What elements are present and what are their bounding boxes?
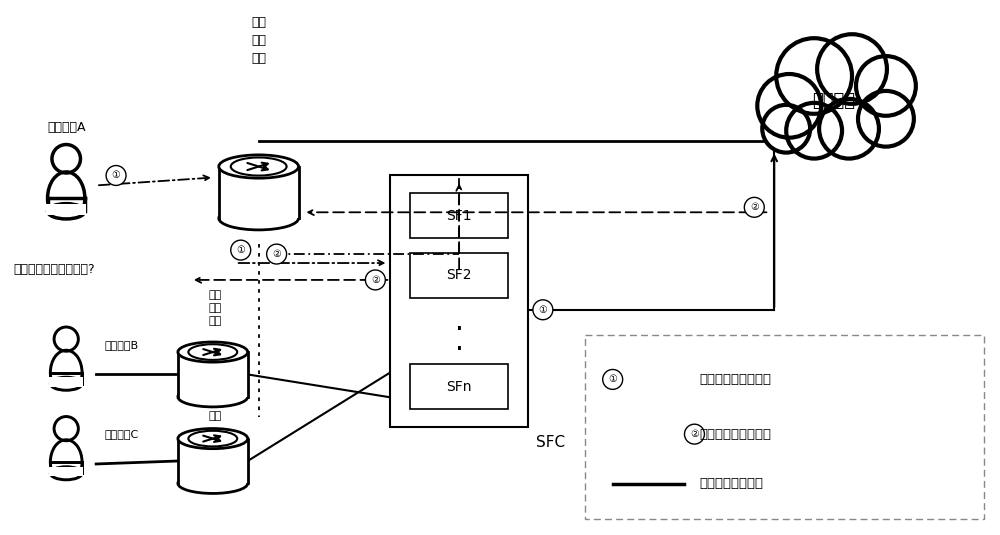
Text: 内网用户C: 内网用户C xyxy=(104,429,138,439)
Circle shape xyxy=(106,165,126,186)
Bar xyxy=(178,439,248,484)
Bar xyxy=(50,473,82,501)
Bar xyxy=(410,253,508,298)
Bar xyxy=(50,384,82,411)
Ellipse shape xyxy=(178,342,248,362)
Circle shape xyxy=(365,270,385,290)
Ellipse shape xyxy=(219,155,299,178)
Ellipse shape xyxy=(178,429,248,449)
Ellipse shape xyxy=(219,207,299,230)
Text: 客户
前置
设备: 客户 前置 设备 xyxy=(251,16,266,65)
Bar xyxy=(219,166,299,218)
Circle shape xyxy=(603,370,623,389)
Text: ①: ① xyxy=(539,305,547,315)
Bar xyxy=(390,175,528,427)
Text: 内网到外网的数据包: 内网到外网的数据包 xyxy=(699,373,771,386)
Bar xyxy=(46,204,86,215)
Text: ①: ① xyxy=(112,171,120,180)
Circle shape xyxy=(856,56,916,116)
Text: 外部网络: 外部网络 xyxy=(813,92,856,110)
Circle shape xyxy=(786,103,842,158)
Circle shape xyxy=(533,300,553,320)
Circle shape xyxy=(757,74,821,137)
Ellipse shape xyxy=(178,387,248,407)
Circle shape xyxy=(858,91,914,147)
Circle shape xyxy=(762,105,810,152)
Bar xyxy=(49,377,83,386)
Circle shape xyxy=(231,240,251,260)
Text: SFn: SFn xyxy=(446,380,472,394)
Text: SFC: SFC xyxy=(536,435,565,450)
Text: ②: ② xyxy=(750,202,759,212)
Text: ·: · xyxy=(455,335,464,364)
Circle shape xyxy=(267,244,287,264)
Bar xyxy=(410,193,508,238)
Ellipse shape xyxy=(178,473,248,493)
Circle shape xyxy=(776,38,852,114)
Text: ①: ① xyxy=(608,374,617,385)
Circle shape xyxy=(819,99,879,158)
Text: ②: ② xyxy=(272,249,281,259)
Bar xyxy=(178,352,248,397)
Circle shape xyxy=(817,34,887,104)
Text: ②: ② xyxy=(371,275,380,285)
Circle shape xyxy=(684,424,704,444)
Text: 外网到内网的数据包: 外网到内网的数据包 xyxy=(699,427,771,441)
Text: 内网用户B: 内网用户B xyxy=(104,340,138,349)
Text: SF2: SF2 xyxy=(446,269,472,282)
Text: 发到哪个客户前置设备?: 发到哪个客户前置设备? xyxy=(13,263,95,277)
Bar xyxy=(49,467,83,476)
Bar xyxy=(48,211,85,244)
Text: ①: ① xyxy=(236,245,245,255)
Bar xyxy=(410,364,508,409)
Text: 网元间的物理链路: 网元间的物理链路 xyxy=(699,477,763,491)
Text: 客户
前置
设备: 客户 前置 设备 xyxy=(208,384,221,421)
Text: SF1: SF1 xyxy=(446,209,472,223)
Circle shape xyxy=(744,197,764,217)
Text: ②: ② xyxy=(690,429,699,439)
Text: 客户
前置
设备: 客户 前置 设备 xyxy=(208,290,221,326)
Text: ·: · xyxy=(455,316,464,343)
Bar xyxy=(585,335,984,519)
Text: 内网用户A: 内网用户A xyxy=(47,121,85,134)
